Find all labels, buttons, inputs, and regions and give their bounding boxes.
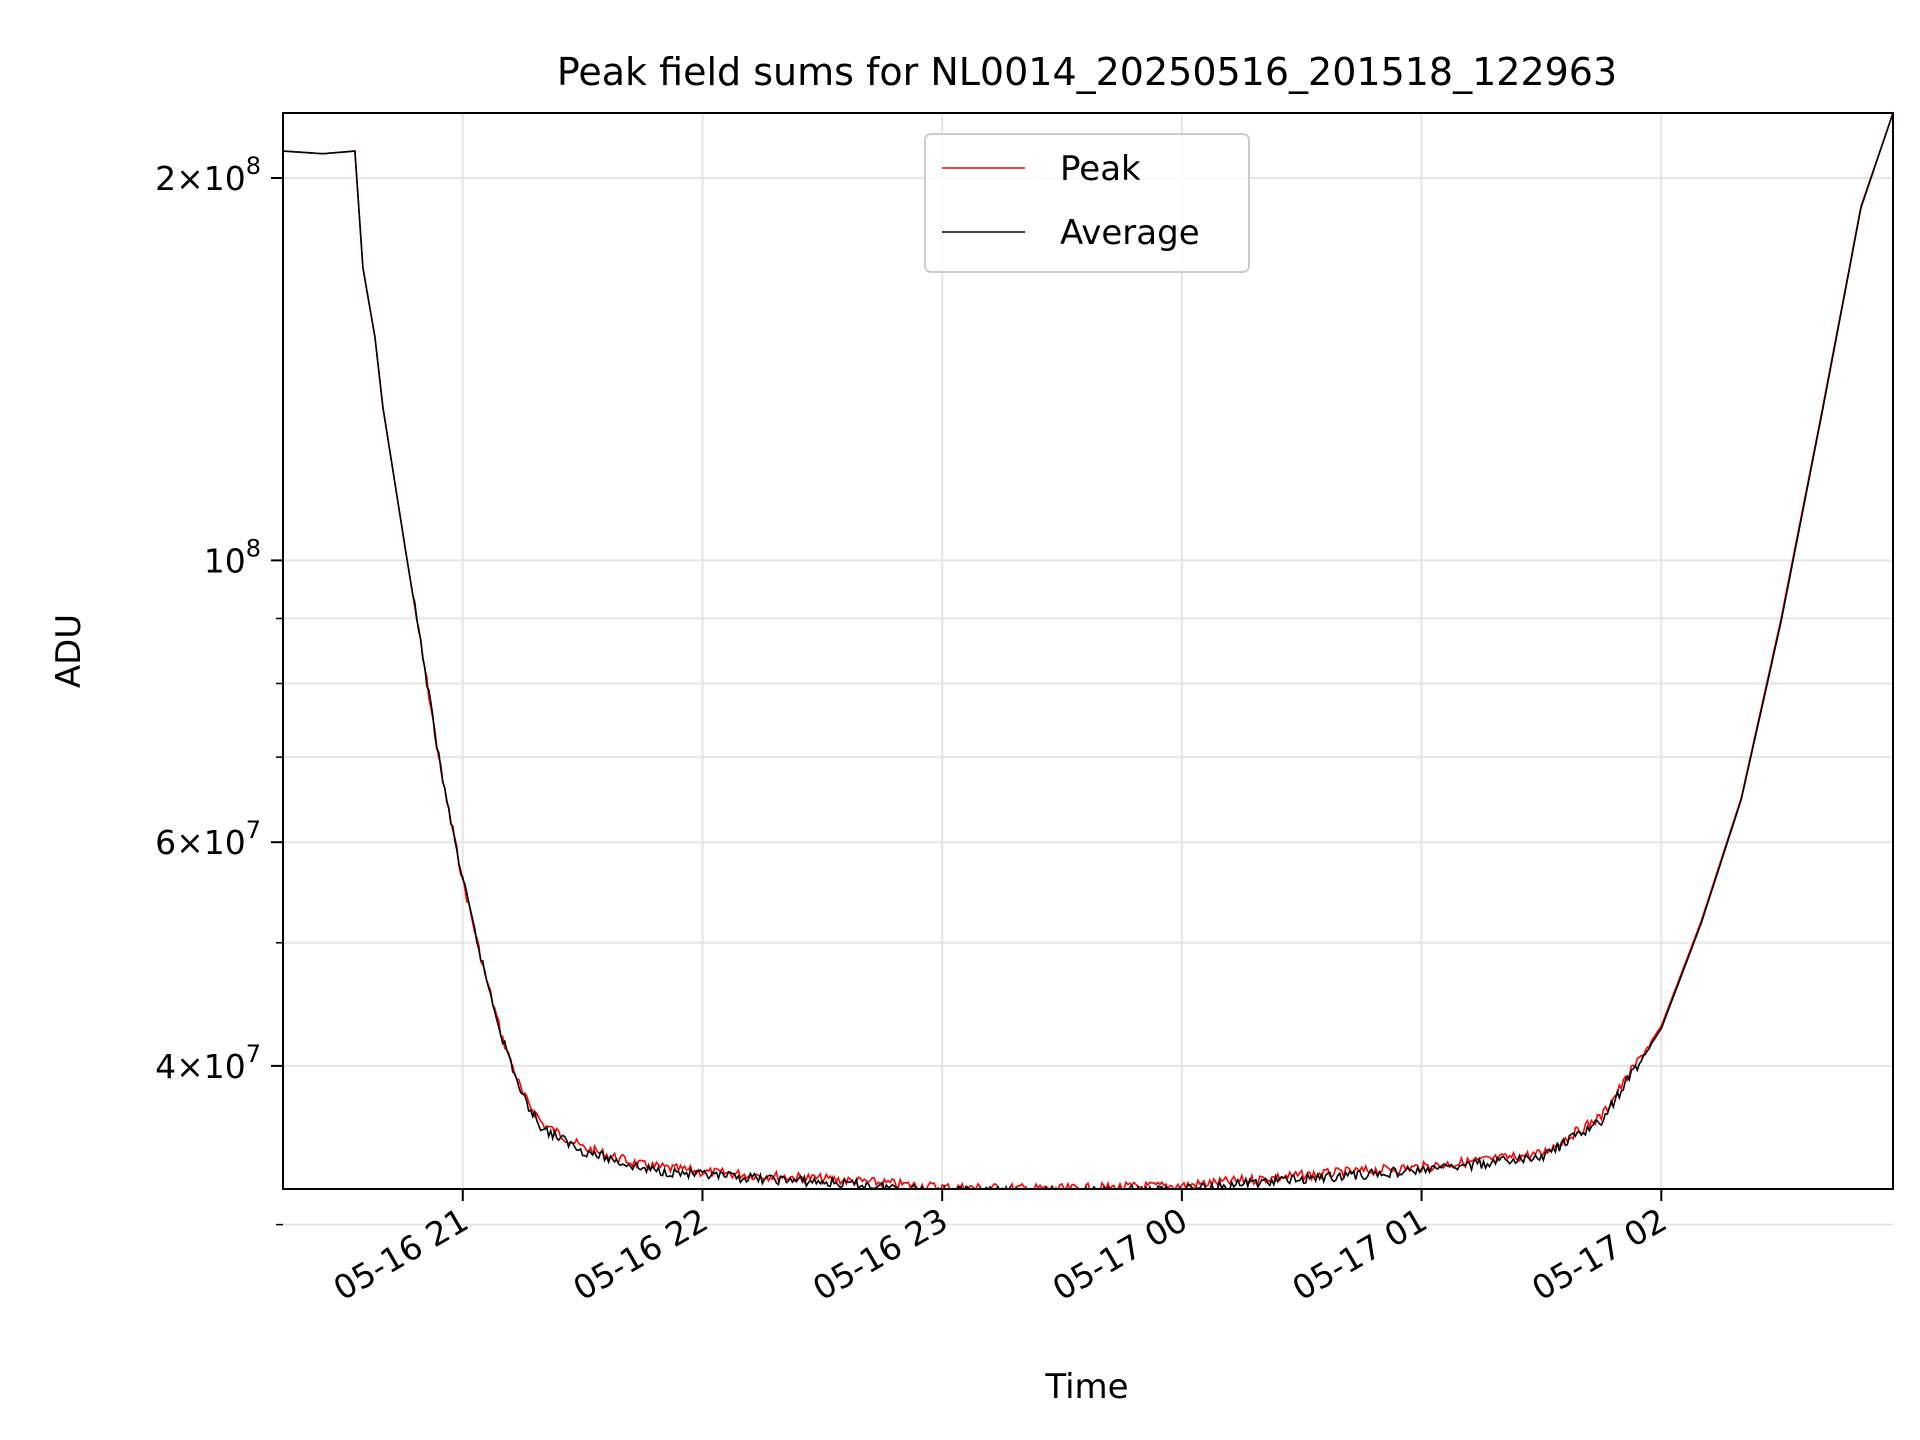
series-line-average: [283, 113, 1893, 1189]
y-tick-label: 6×107: [155, 816, 261, 862]
series-lines: [283, 113, 1893, 1189]
y-axis-label: ADU: [49, 614, 89, 688]
series-line-peak: [283, 113, 1893, 1189]
legend-label-average: Average: [1060, 213, 1200, 253]
legend: Peak Average: [924, 133, 1250, 273]
y-tick-label: 4×107: [155, 1040, 261, 1086]
plot-frame: [282, 112, 1894, 1190]
legend-label-peak: Peak: [1060, 149, 1141, 189]
y-tick-label: 108: [204, 534, 261, 580]
y-axis-ticks: 4×107 6×107 108 2×108: [155, 152, 283, 1226]
chart-title: Peak field sums for NL0014_20250516_2015…: [557, 50, 1617, 94]
x-axis-label: Time: [1044, 1367, 1128, 1407]
y-tick-label: 2×108: [155, 152, 261, 198]
